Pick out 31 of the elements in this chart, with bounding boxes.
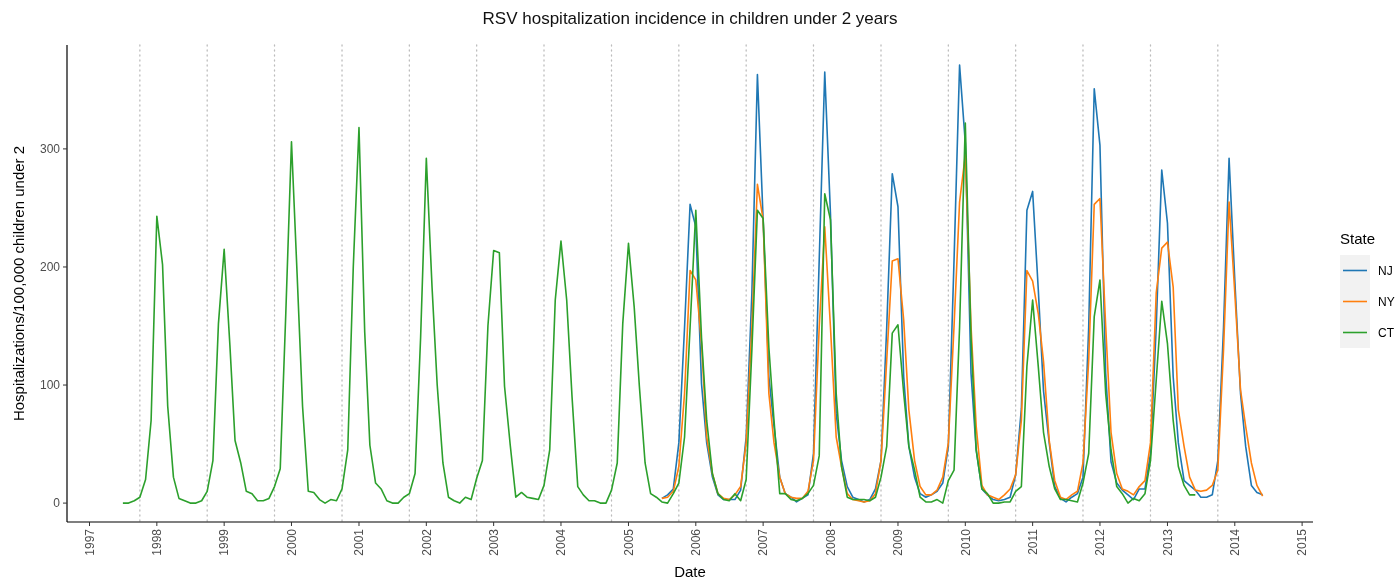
x-tick-label: 2012 [1093,528,1108,556]
x-tick-label: 2009 [891,528,906,556]
legend-label: CT [1378,325,1395,340]
x-tick-label: 2014 [1227,528,1242,556]
legend-label: NY [1378,294,1395,309]
x-tick-label: 2006 [689,528,704,556]
x-tick-label: 1998 [150,528,165,556]
x-tick-label: 2001 [352,528,367,556]
x-tick-label: 1997 [82,528,97,556]
y-tick-label: 300 [39,142,61,157]
y-tick-label: 200 [39,260,61,275]
line-series [122,122,1197,504]
y-tick-label: 0 [53,496,61,511]
x-axis-title: Date [674,563,706,580]
x-tick-label: 2013 [1160,528,1175,556]
x-tick-label: 2011 [1025,528,1040,555]
y-axis-title: Hospitalizations/100,000 children under 2 [10,145,27,422]
y-tick-label: 100 [39,378,61,393]
x-tick-label: 1999 [217,528,232,556]
x-tick-label: 2003 [486,528,501,556]
x-tick-label: 2010 [958,528,973,556]
x-tick-label: 2000 [284,528,299,556]
chart-title: RSV hospitalization incidence in children under 2 years [482,9,898,28]
x-tick-label: 2007 [756,528,771,556]
x-tick-label: 2004 [554,528,569,556]
legend-title: State [1340,230,1376,247]
legend-label: NJ [1378,263,1393,278]
x-tick-label: 2002 [419,528,434,556]
x-tick-label: 2015 [1295,528,1310,556]
x-tick-label: 2005 [621,528,636,556]
x-tick-label: 2008 [823,528,838,556]
